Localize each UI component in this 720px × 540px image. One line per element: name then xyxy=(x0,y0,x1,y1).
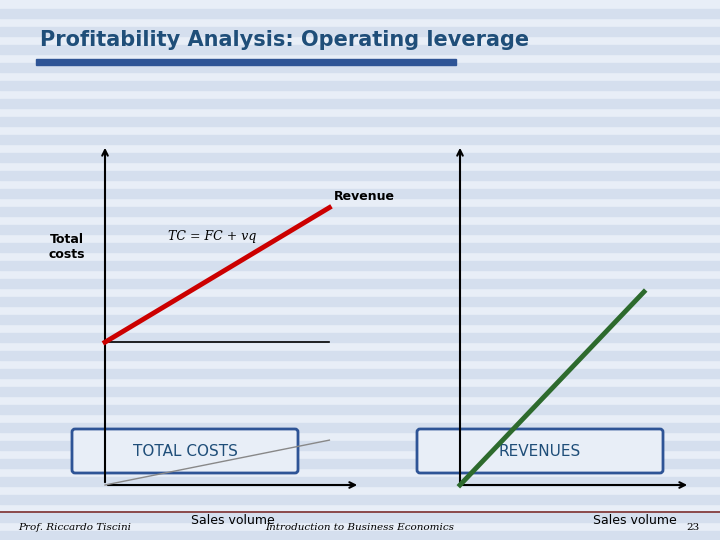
Bar xyxy=(0,45,720,54)
Bar xyxy=(0,117,720,126)
Bar xyxy=(0,261,720,270)
Text: Total
costs: Total costs xyxy=(49,233,85,261)
Bar xyxy=(0,387,720,396)
Bar xyxy=(0,225,720,234)
Bar xyxy=(0,99,720,108)
Bar xyxy=(0,9,720,18)
Text: Sales volume: Sales volume xyxy=(191,514,274,526)
FancyBboxPatch shape xyxy=(72,429,298,473)
Text: Introduction to Business Economics: Introduction to Business Economics xyxy=(266,523,454,532)
Bar xyxy=(0,63,720,72)
FancyBboxPatch shape xyxy=(417,429,663,473)
Bar xyxy=(0,333,720,342)
Bar xyxy=(0,441,720,450)
Bar xyxy=(0,513,720,522)
Bar xyxy=(0,189,720,198)
Bar xyxy=(0,153,720,162)
Bar xyxy=(0,243,720,252)
Bar xyxy=(0,405,720,414)
Text: Revenue: Revenue xyxy=(333,190,395,202)
Text: REVENUES: REVENUES xyxy=(499,443,581,458)
Bar xyxy=(0,135,720,144)
Text: 23: 23 xyxy=(687,523,700,532)
Bar xyxy=(0,27,720,36)
Bar xyxy=(0,171,720,180)
Text: Sales volume: Sales volume xyxy=(593,514,677,526)
Bar xyxy=(0,297,720,306)
Bar xyxy=(0,531,720,540)
Bar xyxy=(0,315,720,324)
Bar xyxy=(0,459,720,468)
Text: TOTAL COSTS: TOTAL COSTS xyxy=(132,443,238,458)
Bar xyxy=(0,81,720,90)
Bar xyxy=(36,59,456,65)
Text: TC = FC + vq: TC = FC + vq xyxy=(168,230,256,244)
Text: Profitability Analysis: Operating leverage: Profitability Analysis: Operating levera… xyxy=(40,30,529,50)
Text: Prof. Riccardo Tiscini: Prof. Riccardo Tiscini xyxy=(18,523,131,532)
Bar xyxy=(0,351,720,360)
Bar xyxy=(0,423,720,432)
Bar xyxy=(0,495,720,504)
Bar xyxy=(0,279,720,288)
Bar xyxy=(0,477,720,486)
Bar xyxy=(0,207,720,216)
Bar xyxy=(0,369,720,378)
